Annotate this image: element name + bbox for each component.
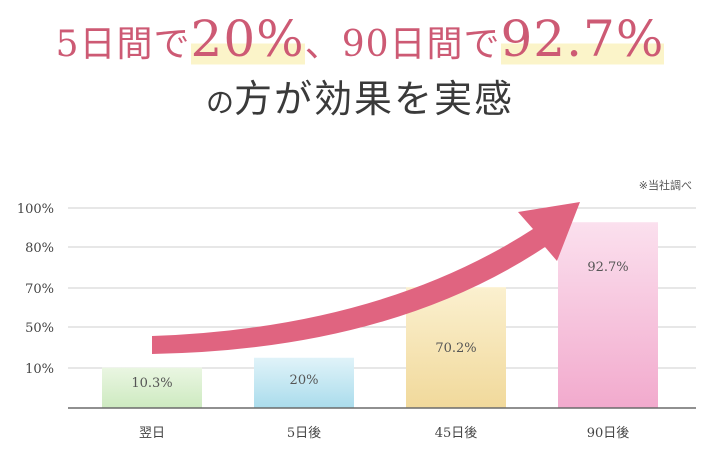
y-tick-label: 50% [25,321,54,336]
bars [102,222,658,408]
y-axis-ticks: 10% 50% 70% 80% 100% [17,202,54,377]
bar-value-label: 10.3% [131,376,172,391]
headline-value2: 92.7% [500,10,665,68]
headline-part1: 5日間で [55,24,191,65]
x-category-label: 90日後 [587,426,630,441]
subheadline: の方が効果を実感 [0,80,720,118]
y-tick-label: 10% [25,362,54,377]
source-note: ※当社調べ [639,178,692,192]
x-category-label: 翌日 [139,426,165,441]
bar [254,357,354,408]
bar [102,367,202,408]
y-tick-label: 100% [17,202,54,217]
data-labels: 10.3% 20% 70.2% 92.7% [131,260,628,391]
subheadline-particle: の [205,86,234,119]
headline-value1: 20% [190,10,305,68]
trend-arrow-icon [152,202,580,354]
headline: 5日間で20%、90日間で92.7% [0,10,720,68]
y-tick-label: 80% [25,241,54,256]
y-tick-label: 70% [25,282,54,297]
x-category-label: 45日後 [435,426,478,441]
bar-value-label: 20% [290,373,319,388]
bar-value-label: 92.7% [587,260,628,275]
headline-part2: 、90日間で [304,24,501,65]
subheadline-main: 方が効果を実感 [234,77,515,121]
bar-value-label: 70.2% [435,341,476,356]
x-category-label: 5日後 [287,426,321,441]
x-axis-labels: 翌日 5日後 45日後 90日後 [139,426,629,441]
bar [558,222,658,408]
